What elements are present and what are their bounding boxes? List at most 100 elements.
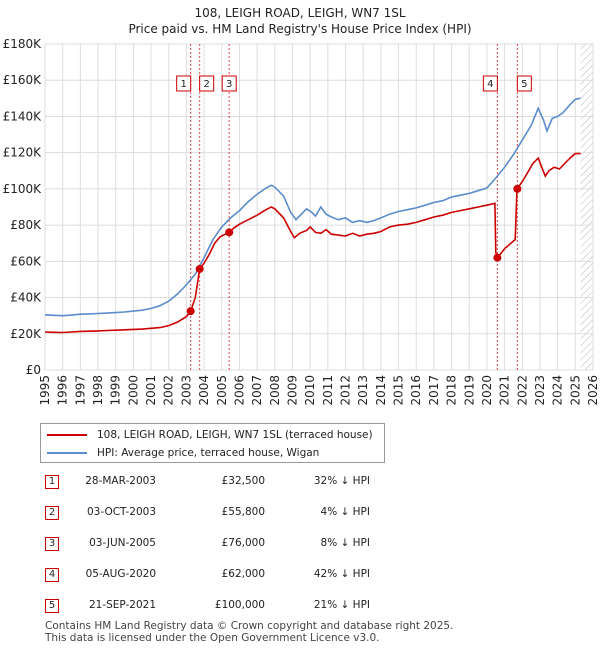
x-tick-label: 2016 — [409, 375, 423, 406]
table-row: 3 03-JUN-2005 £76,000 8% ↓ HPI — [0, 535, 600, 555]
chart-title: 108, LEIGH ROAD, LEIGH, WN7 1SL — [194, 6, 405, 20]
x-tick-label: 2005 — [215, 375, 229, 406]
forecast-region — [580, 44, 593, 370]
series-lines — [44, 97, 581, 334]
sale-badge-box — [516, 75, 532, 92]
row-date: 28-MAR-2003 — [85, 475, 156, 487]
sale-badges: 1 2 3 4 5 — [176, 75, 532, 92]
row-hpi: 42% ↓ HPI — [313, 568, 370, 580]
x-tick-label: 2021 — [498, 375, 512, 406]
x-tick-label: 1997 — [73, 375, 87, 406]
sale-badge-label: 3 — [226, 79, 232, 90]
y-tick-label: £80K — [10, 218, 42, 232]
x-tick-label: 2013 — [356, 375, 370, 406]
sale-badge-box — [199, 75, 215, 92]
sale-point — [186, 307, 195, 316]
table-row: 1 28-MAR-2003 £32,500 32% ↓ HPI — [0, 473, 600, 493]
sale-badge-box — [221, 75, 237, 92]
sale-badge-label: 5 — [521, 79, 527, 90]
y-axis: £0 £20K £40K £60K £80K £100K £120K £140K £160K £1… — [3, 37, 43, 377]
table-row: 2 03-OCT-2003 £55,800 4% ↓ HPI — [0, 504, 600, 524]
x-tick-label: 2002 — [162, 375, 176, 406]
x-tick-label: 1996 — [56, 375, 70, 406]
x-tick-label: 2015 — [392, 375, 406, 406]
row-hpi: 32% ↓ HPI — [313, 475, 370, 487]
x-tick-label: 1998 — [91, 375, 105, 406]
table-row: 5 21-SEP-2021 £100,000 21% ↓ HPI — [0, 597, 600, 617]
sale-badge-box — [176, 75, 192, 92]
y-tick-label: £100K — [3, 182, 43, 196]
x-tick-label: 2008 — [268, 375, 282, 406]
row-price: £55,800 — [221, 506, 265, 518]
row-date: 21-SEP-2021 — [88, 599, 156, 611]
forecast-hatch — [580, 44, 593, 370]
y-tick-label: £120K — [3, 146, 43, 160]
sale-point — [493, 253, 502, 262]
chart-subtitle: Price paid vs. HM Land Registry's House … — [128, 22, 471, 36]
row-hpi: 8% ↓ HPI — [320, 537, 370, 549]
sale-badge-label: 2 — [203, 79, 209, 90]
sale-badge-box — [482, 75, 498, 92]
x-tick-label: 1999 — [109, 375, 123, 406]
y-tick-label: £60K — [10, 254, 42, 268]
plot-area — [44, 43, 594, 371]
x-tick-label: 2023 — [533, 375, 547, 406]
x-tick-label: 2001 — [144, 375, 158, 406]
y-tick-label: £40K — [10, 291, 42, 305]
sale-points — [186, 184, 522, 316]
sale-point — [195, 264, 204, 273]
sale-badge-label: 1 — [180, 79, 186, 90]
series-line-hpi — [44, 97, 581, 317]
legend-item-property: 108, LEIGH ROAD, LEIGH, WN7 1SL (terrace… — [47, 426, 373, 444]
x-tick-label: 2007 — [250, 375, 264, 406]
y-tick-label: £140K — [3, 109, 43, 123]
row-number-badge: 1 — [45, 475, 59, 489]
x-tick-label: 2020 — [480, 375, 494, 406]
row-price: £62,000 — [221, 568, 265, 580]
row-hpi: 21% ↓ HPI — [313, 599, 370, 611]
row-number-badge: 5 — [45, 599, 59, 613]
row-date: 05-AUG-2020 — [85, 568, 156, 580]
x-tick-label: 2010 — [303, 375, 317, 406]
sale-point — [225, 228, 234, 237]
legend-label-property: 108, LEIGH ROAD, LEIGH, WN7 1SL (terrace… — [97, 429, 373, 441]
legend-swatch-hpi — [47, 452, 87, 454]
x-axis: 1995 1996 1997 1998 1999 2000 2001 2002 2003 2004… — [38, 375, 600, 406]
row-number-badge: 4 — [45, 568, 59, 582]
row-date: 03-JUN-2005 — [89, 537, 156, 549]
row-price: £76,000 — [221, 537, 265, 549]
row-number-badge: 3 — [45, 537, 59, 551]
x-tick-label: 2009 — [285, 375, 299, 406]
footer-line-1: Contains HM Land Registry data © Crown c… — [45, 620, 454, 632]
y-tick-label: £20K — [10, 327, 42, 341]
x-tick-label: 2014 — [374, 375, 388, 406]
footer-line-2: This data is licensed under the Open Gov… — [45, 632, 380, 644]
x-tick-label: 2022 — [515, 375, 529, 406]
table-row: 4 05-AUG-2020 £62,000 42% ↓ HPI — [0, 566, 600, 586]
x-tick-label: 2018 — [445, 375, 459, 406]
legend-swatch-property — [47, 434, 87, 436]
y-tick-label: £0 — [26, 363, 41, 377]
x-tick-label: 2025 — [568, 375, 582, 406]
x-tick-label: 2004 — [197, 375, 211, 406]
series-line-property — [44, 152, 581, 334]
grid-lines — [44, 43, 594, 371]
y-tick-label: £180K — [3, 37, 43, 51]
x-tick-label: 2024 — [551, 375, 565, 406]
x-tick-label: 2000 — [126, 375, 140, 406]
legend-item-hpi: HPI: Average price, terraced house, Wiga… — [47, 444, 319, 462]
row-price: £100,000 — [214, 599, 265, 611]
legend: 108, LEIGH ROAD, LEIGH, WN7 1SL (terrace… — [40, 423, 385, 463]
x-tick-label: 2006 — [232, 375, 246, 406]
x-tick-label: 2017 — [427, 375, 441, 406]
price-chart: 108, LEIGH ROAD, LEIGH, WN7 1SL Price pa… — [3, 6, 600, 406]
plot-background — [44, 43, 594, 371]
y-tick-label: £160K — [3, 73, 43, 87]
x-tick-label: 2011 — [321, 375, 335, 406]
x-tick-label: 2003 — [179, 375, 193, 406]
row-hpi: 4% ↓ HPI — [320, 506, 370, 518]
row-date: 03-OCT-2003 — [87, 506, 156, 518]
x-tick-label: 2026 — [586, 375, 600, 406]
x-tick-label: 1995 — [38, 375, 52, 406]
x-tick-label: 2012 — [339, 375, 353, 406]
